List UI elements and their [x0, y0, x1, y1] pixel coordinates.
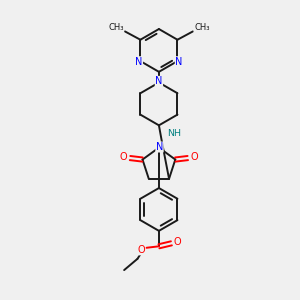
Text: N: N: [156, 142, 163, 152]
Text: O: O: [120, 152, 127, 162]
Text: CH₃: CH₃: [108, 23, 124, 32]
Text: CH₃: CH₃: [194, 23, 210, 32]
Text: N: N: [135, 57, 142, 67]
Text: N: N: [175, 57, 183, 67]
Text: NH: NH: [167, 129, 182, 138]
Text: O: O: [190, 152, 198, 162]
Text: O: O: [137, 245, 145, 255]
Text: O: O: [173, 237, 181, 247]
Text: N: N: [155, 76, 163, 86]
